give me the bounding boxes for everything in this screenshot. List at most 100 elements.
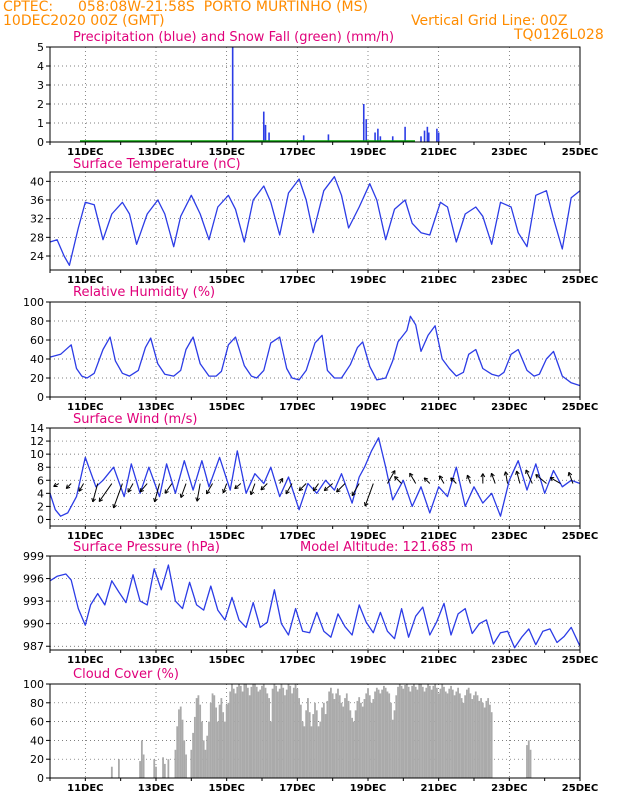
bar (262, 684, 265, 778)
bar (312, 714, 315, 778)
bar (315, 710, 318, 778)
plot-frame (49, 683, 581, 779)
bar (268, 698, 270, 778)
bar (333, 699, 336, 778)
bar (430, 689, 433, 778)
bar (328, 691, 331, 778)
wind-arrow (78, 483, 84, 492)
bar (345, 693, 348, 778)
bar (487, 698, 490, 778)
bar (289, 685, 292, 778)
bar (321, 707, 323, 778)
bar (489, 704, 491, 778)
panel-3: Relative Humidity (%) 0 20 40 60 80 100 11DEC 13… (23, 285, 598, 413)
bar (483, 707, 486, 778)
bar (338, 695, 341, 778)
bar (319, 721, 322, 778)
grid (50, 172, 580, 270)
x-tick-label: 15DEC (208, 275, 244, 286)
x-tick-label: 25DEC (562, 147, 598, 158)
x-tick-label: 17DEC (279, 275, 315, 286)
x-tick-label: 19DEC (350, 402, 386, 413)
bar (398, 684, 401, 778)
bar (375, 687, 378, 778)
bar (277, 691, 279, 778)
bar (340, 702, 343, 778)
bar (284, 695, 286, 778)
bar (255, 686, 258, 778)
x-tick-label: 23DEC (491, 531, 527, 542)
bar (432, 685, 435, 778)
bar (174, 749, 177, 778)
bar (254, 684, 256, 778)
bar (216, 721, 219, 778)
y-tick-label: 2 (37, 500, 44, 513)
bar (379, 136, 382, 142)
x-tick-label: 11DEC (67, 275, 103, 286)
bar (420, 684, 422, 778)
bar (404, 684, 406, 778)
bar (469, 693, 472, 778)
model-label: TQ0126L028 (514, 27, 604, 43)
bar (457, 687, 459, 778)
bar (374, 132, 376, 142)
y-tick-label: 10 (30, 448, 44, 461)
y-tick-label: 990 (23, 618, 44, 631)
bar (308, 712, 311, 778)
bar (213, 695, 216, 778)
panel-title: Surface Temperature (nC) (73, 157, 241, 172)
plot-frame (49, 301, 581, 398)
bar (292, 687, 295, 778)
wind-arrow (298, 483, 307, 492)
bar (358, 697, 361, 778)
bar (243, 684, 246, 778)
bar (451, 689, 454, 778)
y-tick-label: 0 (37, 391, 44, 404)
panel-title: Surface Wind (m/s) (73, 412, 197, 427)
bar (436, 687, 438, 778)
bar (269, 721, 272, 778)
y-tick-label: 60 (30, 716, 44, 729)
bar (409, 691, 412, 778)
x-tick-label: 25DEC (562, 402, 598, 413)
bar (527, 740, 530, 778)
bar (215, 707, 217, 778)
bar (393, 710, 396, 778)
bar (365, 693, 368, 778)
x-tick-label: 11DEC (67, 402, 103, 413)
wind-arrow (351, 483, 360, 497)
bar (330, 687, 332, 778)
wind-arrow (567, 471, 574, 484)
bar (204, 749, 207, 778)
bar (466, 689, 468, 778)
y-tick-label: 40 (30, 175, 44, 188)
x-tick-label: 17DEC (279, 531, 315, 542)
bar (384, 687, 387, 778)
wind-arrow (423, 477, 431, 484)
x-tick-label: 17DEC (279, 783, 315, 794)
y-tick-label: 0 (37, 136, 44, 149)
bar (248, 695, 251, 778)
grid (50, 302, 580, 397)
bar (344, 698, 346, 778)
y-tick-label: 60 (30, 334, 44, 347)
bar (250, 686, 253, 778)
bar (395, 695, 398, 778)
y-tick-label: 4 (37, 487, 44, 500)
bar (391, 136, 394, 142)
x-tick-label: 23DEC (491, 783, 527, 794)
bar (195, 698, 198, 778)
bar (453, 695, 456, 778)
wind-arrow (278, 477, 284, 484)
bar (361, 706, 364, 778)
x-tick-label: 19DEC (350, 531, 386, 542)
x-tick-label: 23DEC (491, 275, 527, 286)
bar (397, 686, 399, 778)
x-tick-label: 11DEC (67, 531, 103, 542)
bar (193, 716, 196, 778)
bar (462, 702, 465, 778)
bar (388, 693, 391, 778)
wind-arrow (490, 472, 496, 484)
x-tick-label: 23DEC (491, 402, 527, 413)
bar (322, 702, 325, 778)
